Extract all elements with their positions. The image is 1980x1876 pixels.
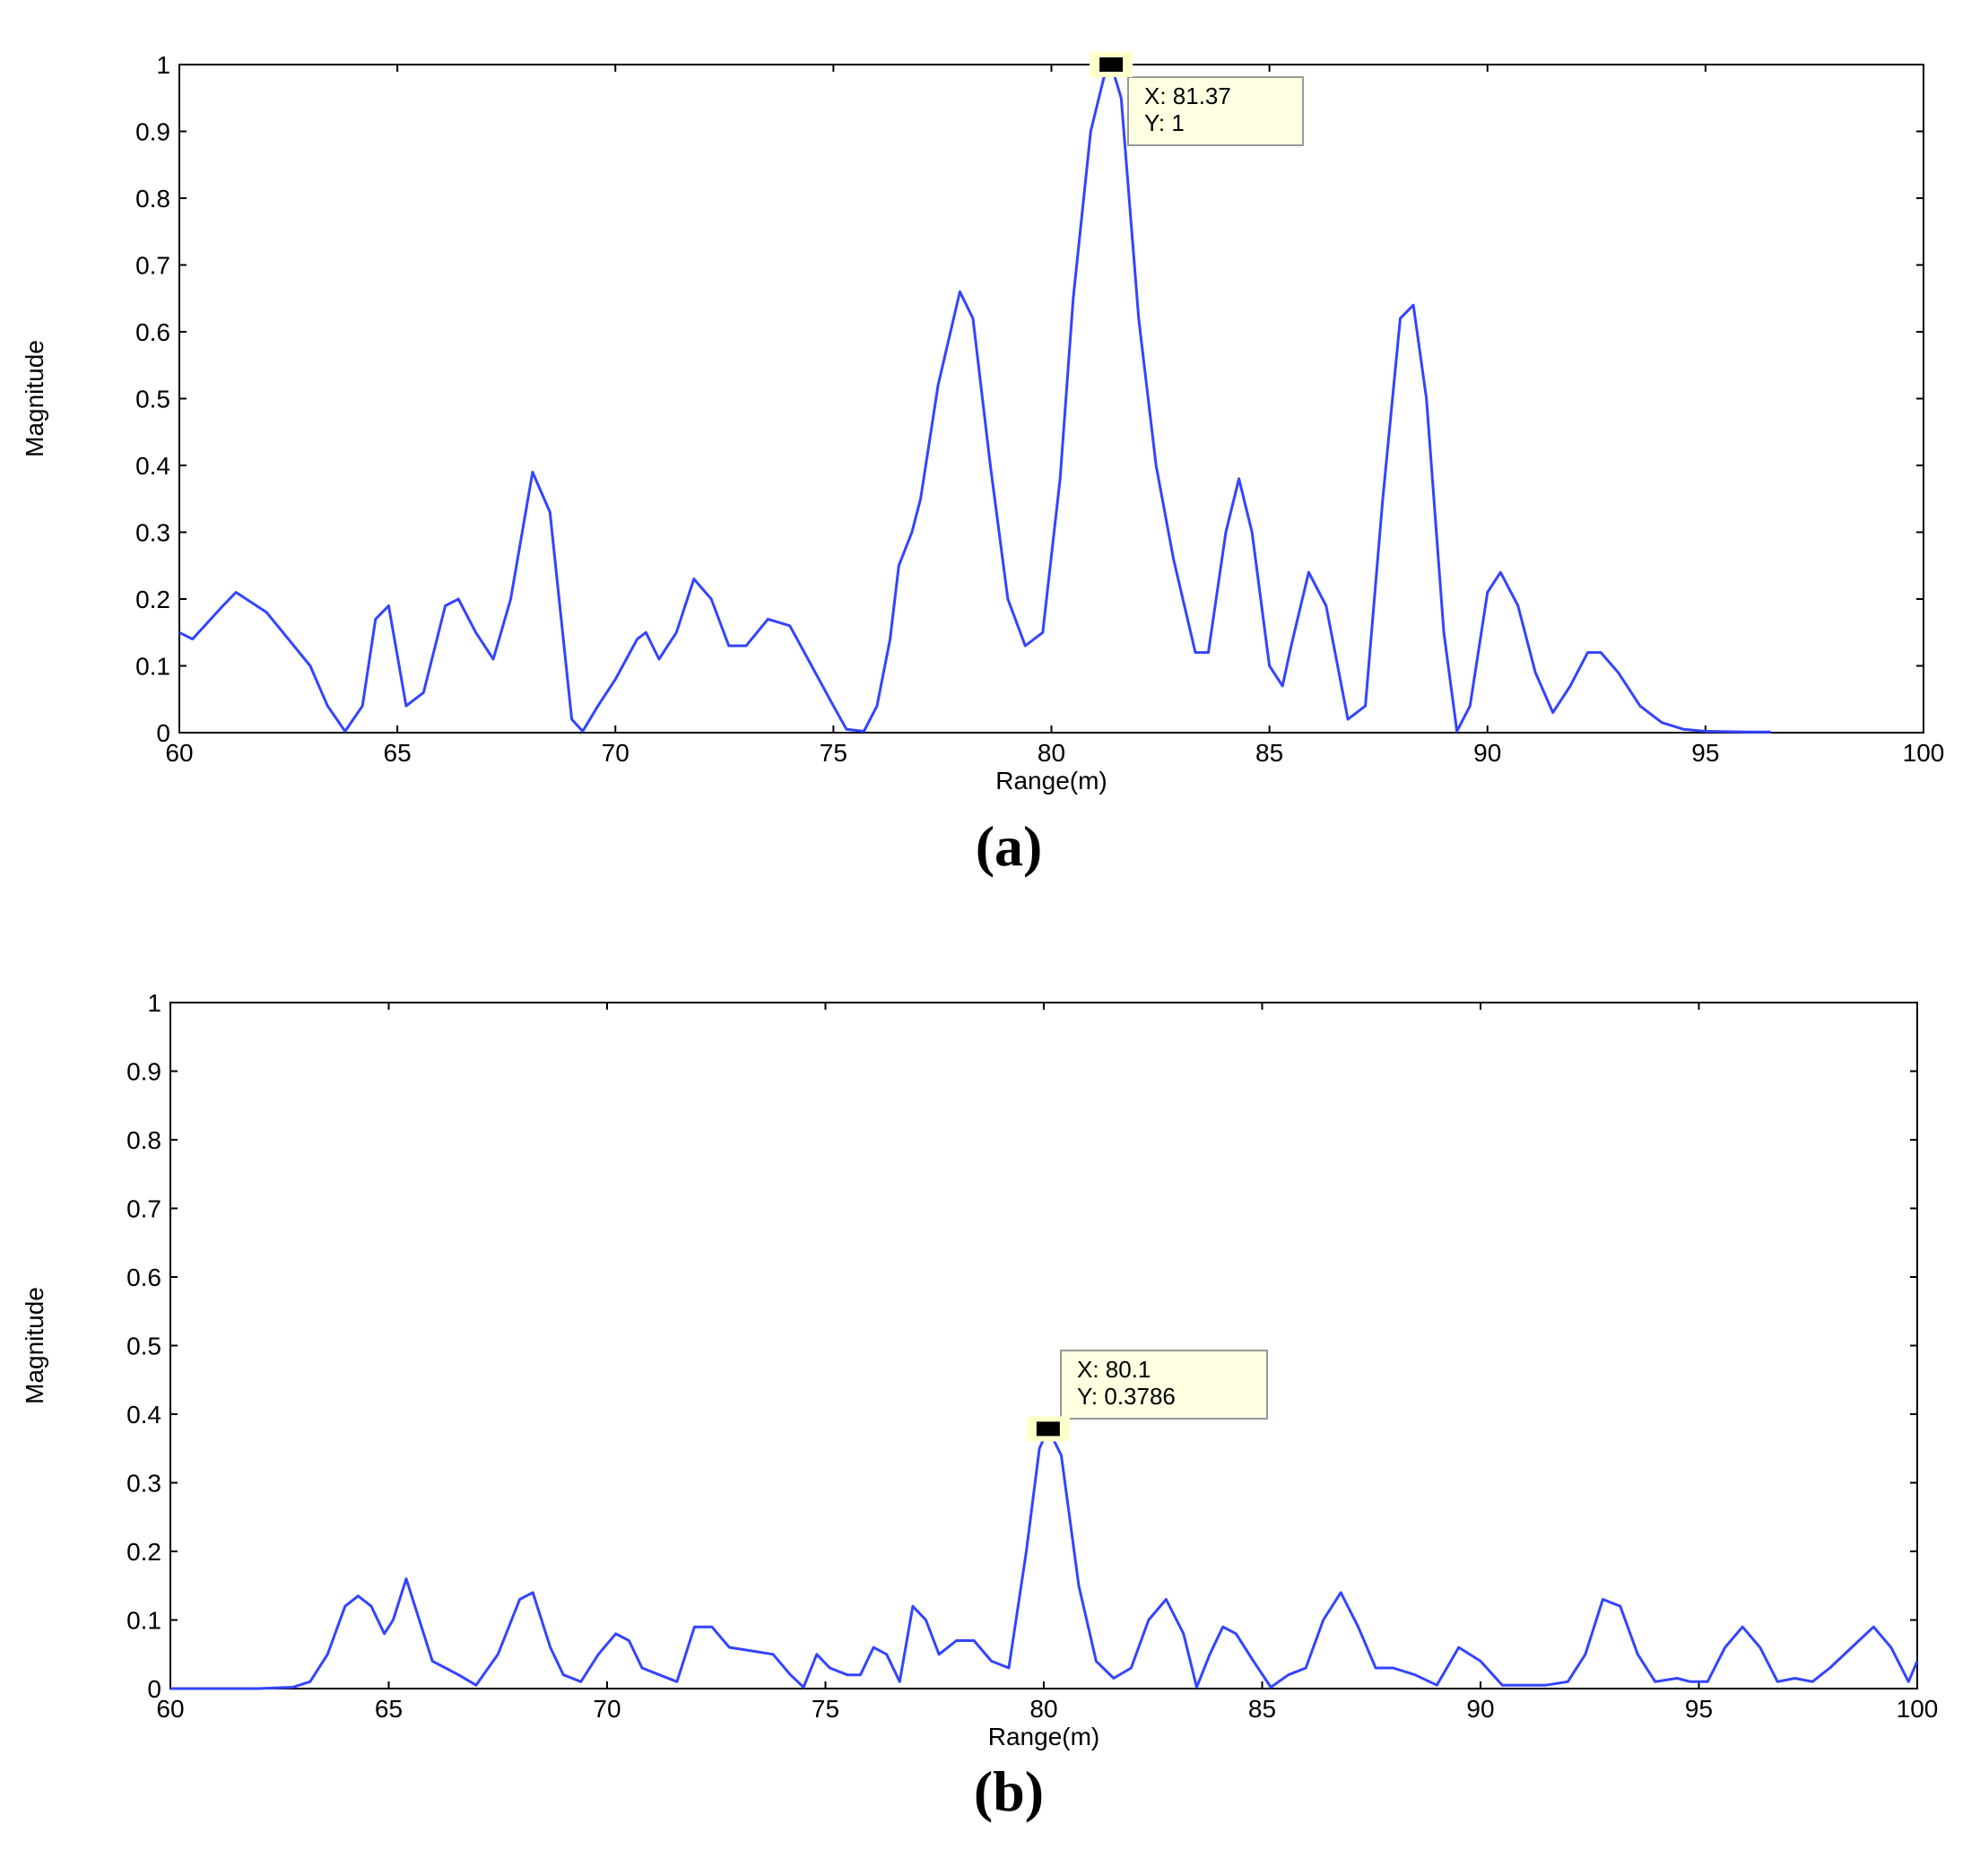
- panel-label: (b): [974, 1759, 1044, 1823]
- y-tick-label: 0.9: [135, 118, 170, 146]
- y-tick-label: 0.3: [126, 1470, 161, 1498]
- x-tick-label: 95: [1685, 1695, 1713, 1723]
- y-tick-label: 0.8: [126, 1126, 161, 1154]
- y-tick-label: 0.8: [135, 185, 170, 213]
- y-tick-label: 0: [156, 719, 170, 747]
- x-tick-label: 80: [1029, 1695, 1057, 1723]
- y-tick-label: 0.4: [135, 452, 170, 480]
- x-tick-label: 60: [156, 1695, 184, 1723]
- x-tick-label: 65: [384, 739, 412, 767]
- x-tick-label: 100: [1897, 1695, 1939, 1723]
- x-tick-label: 95: [1691, 739, 1719, 767]
- y-tick-label: 1: [147, 989, 161, 1017]
- x-axis-label: Range(m): [995, 767, 1107, 795]
- y-tick-label: 0.1: [126, 1607, 161, 1635]
- y-tick-label: 0.2: [126, 1538, 161, 1566]
- y-tick-label: 0.6: [126, 1264, 161, 1291]
- y-tick-label: 0.2: [135, 586, 170, 613]
- x-tick-label: 65: [375, 1695, 403, 1723]
- y-tick-label: 0.3: [135, 519, 170, 547]
- y-tick-label: 1: [156, 51, 170, 79]
- datatip-box: [1127, 76, 1304, 146]
- y-tick-label: 0.5: [126, 1333, 161, 1360]
- x-tick-label: 75: [820, 739, 847, 767]
- axes-frame: [169, 1002, 1918, 1689]
- y-axis-label: Magnitude: [21, 340, 48, 457]
- x-tick-label: 85: [1255, 739, 1283, 767]
- x-axis-label: Range(m): [988, 1723, 1099, 1750]
- datatip-marker: [1036, 1421, 1060, 1437]
- datatip-x-text: X: 81.37: [1144, 83, 1231, 109]
- x-tick-label: 60: [165, 739, 193, 767]
- axes-frame: [178, 64, 1924, 734]
- x-tick-label: 70: [593, 1695, 621, 1723]
- y-tick-label: 0.1: [135, 653, 170, 681]
- chart-panel-a: 60 65 70 75 80 85 90 95 100 0 0.1 0.2 0.3 0.4 0.5 0.6 0.…: [21, 51, 1944, 878]
- datatip-y-text: Y: 1: [1144, 109, 1185, 136]
- x-tick-label: 75: [812, 1695, 839, 1723]
- datatip-marker: [1099, 57, 1124, 72]
- y-axis-label: Magnitude: [21, 1287, 48, 1404]
- datatip-box: [1060, 1350, 1268, 1420]
- datatip-x-text: X: 80.1: [1077, 1356, 1151, 1383]
- panel-label: (a): [976, 814, 1043, 878]
- y-tick-label: 0.7: [135, 252, 170, 280]
- y-tick-label: 0.6: [135, 318, 170, 346]
- y-tick-label: 0.4: [126, 1401, 161, 1429]
- x-tick-label: 70: [602, 739, 630, 767]
- x-tick-label: 90: [1473, 739, 1501, 767]
- chart-panel-b: 60 65 70 75 80 85 90 95 100 0 0.1 0.2 0.3 0.4 0.5 0.6 0.…: [21, 989, 1938, 1823]
- x-tick-label: 100: [1903, 739, 1945, 767]
- x-tick-label: 80: [1038, 739, 1065, 767]
- y-tick-label: 0.9: [126, 1058, 161, 1086]
- series-line-0: [170, 1427, 1919, 1690]
- datatip-y-text: Y: 0.3786: [1077, 1383, 1176, 1410]
- y-tick-label: 0.7: [126, 1195, 161, 1223]
- y-tick-label: 0.5: [135, 386, 170, 413]
- y-tick-label: 0: [147, 1675, 161, 1703]
- x-tick-label: 85: [1248, 1695, 1276, 1723]
- x-tick-label: 90: [1466, 1695, 1494, 1723]
- series-line-0: [178, 63, 1771, 734]
